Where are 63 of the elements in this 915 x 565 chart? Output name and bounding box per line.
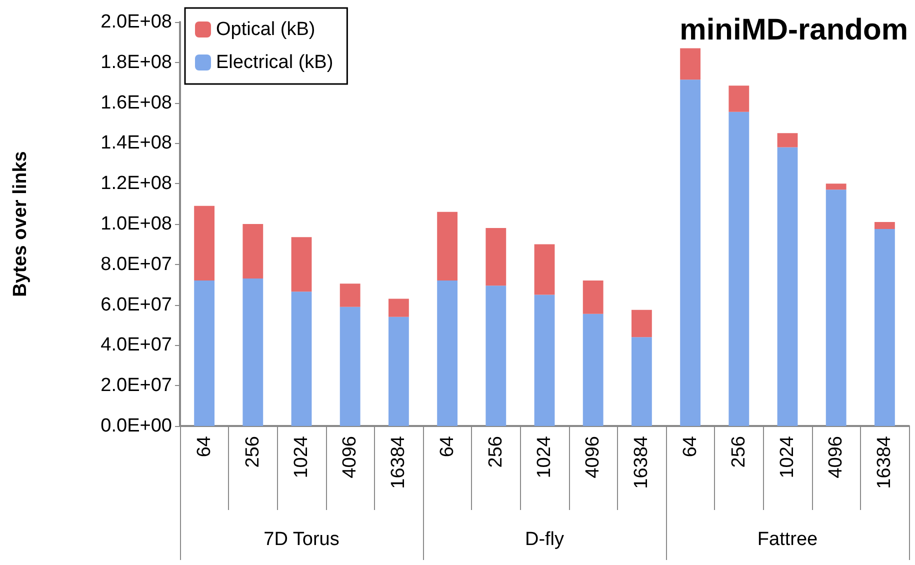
x-tick-label: 4096 <box>340 436 361 478</box>
bar <box>874 222 895 230</box>
x-tick-label: 16384 <box>874 436 896 489</box>
bar <box>486 286 506 426</box>
x-tick-label: 256 <box>728 436 750 468</box>
bar <box>826 190 846 426</box>
bar <box>388 316 409 426</box>
y-axis-title: Bytes over links <box>10 151 31 297</box>
bar <box>437 212 458 281</box>
x-tick-label: 4096 <box>582 436 604 478</box>
bar <box>242 224 264 279</box>
y-tick-label: 8.0E+07 <box>100 254 172 275</box>
bar <box>680 80 701 426</box>
legend-label: Optical (kB) <box>216 19 316 40</box>
x-tick-label: 1024 <box>777 436 798 478</box>
bar <box>777 147 798 426</box>
chart-title: miniMD-random <box>680 14 908 46</box>
x-tick-label: 256 <box>242 436 264 468</box>
y-tick-label: 6.0E+07 <box>100 294 172 316</box>
x-tick-label: 16384 <box>631 436 652 489</box>
bar <box>194 280 215 426</box>
bar <box>680 48 701 80</box>
x-tick-label: 4096 <box>826 436 847 478</box>
text: D-fly <box>524 529 565 550</box>
bar <box>242 278 264 426</box>
x-tick-label: 64 <box>680 436 701 458</box>
y-tick-label: 1.8E+08 <box>100 52 172 73</box>
bar <box>340 284 360 307</box>
bar <box>486 228 506 286</box>
bar <box>291 292 312 426</box>
bar <box>826 184 846 190</box>
y-tick-label: 1.0E+08 <box>100 214 172 234</box>
bar <box>291 237 312 292</box>
bar <box>582 314 604 426</box>
y-tick-label: 0.0E+00 <box>100 416 172 436</box>
y-tick-label: 2.0E+08 <box>100 12 172 32</box>
x-tick-label: 1024 <box>291 436 312 478</box>
bar <box>534 244 555 295</box>
x-tick-label: 64 <box>194 436 215 458</box>
bar <box>388 298 409 317</box>
y-tick-label: 4.0E+07 <box>100 334 172 356</box>
bar <box>340 306 360 426</box>
bar <box>777 133 798 148</box>
bar <box>437 280 458 426</box>
bar <box>874 229 895 426</box>
bar <box>631 310 652 338</box>
x-tick-label: 64 <box>436 436 458 458</box>
x-tick-label: 1024 <box>534 436 555 478</box>
y-tick-label: 1.2E+08 <box>100 173 172 194</box>
x-tick-label: 256 <box>485 436 506 468</box>
bar <box>534 294 555 426</box>
y-tick-label: 1.6E+08 <box>100 92 172 114</box>
bar <box>728 112 750 426</box>
text: Fattree <box>757 529 818 550</box>
bar <box>582 280 604 314</box>
legend-label: Electrical (kB) <box>216 52 334 73</box>
bar <box>194 206 215 281</box>
text: 7D Torus <box>264 529 340 550</box>
x-tick-label: 16384 <box>388 436 410 489</box>
y-tick-label: 2.0E+07 <box>100 375 172 396</box>
y-tick-label: 1.4E+08 <box>100 132 172 154</box>
bar <box>631 337 652 426</box>
bar <box>728 86 750 112</box>
